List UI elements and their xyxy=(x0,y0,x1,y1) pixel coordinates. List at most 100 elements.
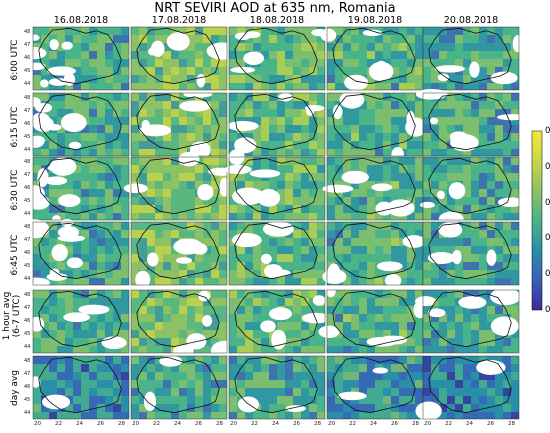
aod-cell xyxy=(65,213,73,220)
country-border xyxy=(136,222,220,280)
aod-cell xyxy=(195,213,203,220)
colorbar-tick-label: 0.4 xyxy=(545,161,550,172)
panel-frame xyxy=(422,355,520,420)
aod-cell xyxy=(463,67,471,75)
aod-cell xyxy=(399,125,407,133)
aod-cell xyxy=(97,213,105,220)
map-panel xyxy=(30,355,130,420)
aod-cell xyxy=(375,43,383,51)
aod-cell xyxy=(511,101,519,109)
aod-cell xyxy=(495,262,503,270)
aod-cell xyxy=(407,322,415,330)
aod-cell xyxy=(351,35,359,43)
cloud-gap xyxy=(147,252,159,267)
aod-cell xyxy=(447,298,455,306)
aod-cell xyxy=(335,75,343,83)
aod-cell xyxy=(285,205,293,213)
aod-cell xyxy=(285,254,293,262)
aod-cell xyxy=(285,27,293,35)
aod-cell xyxy=(423,83,431,90)
aod-cell xyxy=(105,213,113,220)
aod-cell xyxy=(211,404,219,412)
aod-cell xyxy=(229,278,237,285)
aod-cell xyxy=(431,51,439,59)
cloud-gap xyxy=(249,169,281,178)
aod-cell xyxy=(463,380,471,388)
aod-cell xyxy=(163,205,171,213)
aod-cell xyxy=(463,364,471,372)
x-tick-label: 28 xyxy=(118,421,125,427)
aod-cell xyxy=(277,246,285,254)
y-tick-label: 44 xyxy=(24,410,31,416)
aod-cell xyxy=(147,246,155,254)
panel-frame xyxy=(32,26,130,91)
aod-cell xyxy=(105,27,113,35)
aod-cell xyxy=(113,306,121,314)
y-tick-label: 44 xyxy=(24,211,31,217)
aod-cell xyxy=(187,109,195,117)
aod-cell xyxy=(187,298,195,306)
aod-cell xyxy=(147,322,155,330)
aod-cell xyxy=(171,298,179,306)
panel-frame xyxy=(422,156,520,221)
aod-cell xyxy=(399,165,407,173)
aod-cell xyxy=(147,133,155,141)
aod-cell xyxy=(383,149,391,156)
aod-cell xyxy=(261,27,269,35)
aod-cell xyxy=(503,356,511,364)
country-border xyxy=(428,222,512,280)
aod-cell xyxy=(105,35,113,43)
aod-cell xyxy=(423,230,431,238)
aod-cell xyxy=(301,213,309,220)
country-border xyxy=(38,290,122,348)
aod-cell xyxy=(121,149,129,156)
aod-cell xyxy=(73,364,81,372)
aod-cell xyxy=(121,222,129,230)
aod-cell xyxy=(65,372,73,380)
cloud-gap xyxy=(458,296,487,309)
aod-cell xyxy=(309,181,317,189)
aod-cell xyxy=(471,396,479,404)
country-border xyxy=(136,93,220,151)
aod-cell xyxy=(89,222,97,230)
aod-cell xyxy=(57,27,65,35)
aod-cell xyxy=(105,262,113,270)
aod-cell xyxy=(463,230,471,238)
aod-cell xyxy=(155,27,163,35)
aod-cell xyxy=(293,149,301,156)
aod-cell xyxy=(121,213,129,220)
aod-cell xyxy=(171,364,179,372)
aod-cell xyxy=(511,141,519,149)
cloud-gap xyxy=(362,29,383,37)
aod-cell xyxy=(317,117,325,125)
aod-cell xyxy=(447,322,455,330)
aod-cell xyxy=(293,133,301,141)
aod-cell xyxy=(121,197,129,205)
aod-cell xyxy=(317,125,325,133)
aod-cell xyxy=(317,322,325,330)
aod-cell xyxy=(131,75,139,83)
aod-cell xyxy=(97,372,105,380)
cloud-gap xyxy=(47,164,71,172)
aod-cell xyxy=(49,356,57,364)
aod-cell xyxy=(487,59,495,67)
aod-cell xyxy=(495,173,503,181)
aod-cell xyxy=(139,338,147,346)
aod-cell xyxy=(73,173,81,181)
aod-cell xyxy=(277,189,285,197)
aod-cell xyxy=(455,330,463,338)
aod-cell xyxy=(253,101,261,109)
aod-cell xyxy=(407,141,415,149)
aod-cell xyxy=(41,246,49,254)
aod-cell xyxy=(479,67,487,75)
aod-cell xyxy=(219,290,227,298)
aod-cell xyxy=(367,246,375,254)
aod-cell xyxy=(471,412,479,419)
aod-cell xyxy=(301,109,309,117)
cloud-gap xyxy=(379,335,408,345)
aod-cell xyxy=(211,356,219,364)
aod-cell xyxy=(503,230,511,238)
aod-cell xyxy=(503,173,511,181)
aod-cell xyxy=(335,149,343,156)
country-border xyxy=(332,356,416,414)
